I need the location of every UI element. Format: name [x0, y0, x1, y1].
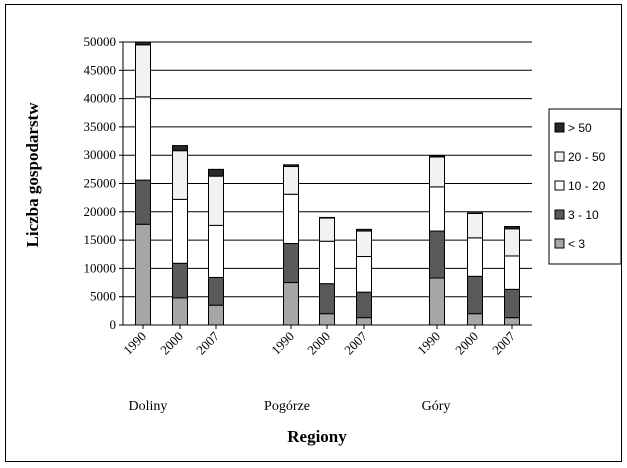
x-tick-label: 2000	[157, 329, 186, 358]
x-tick-label: 2000	[452, 329, 481, 358]
bar-segment	[209, 305, 224, 325]
bar-segment	[430, 231, 445, 278]
bar-segment	[320, 241, 335, 283]
bar-segment	[320, 314, 335, 325]
bar-segment	[320, 217, 335, 218]
legend-label: < 3	[568, 237, 585, 251]
bar-segment	[209, 176, 224, 225]
legend-label: 10 - 20	[568, 179, 606, 193]
y-axis-title: Liczba gospodarstw	[23, 102, 42, 248]
y-tick-label: 25000	[84, 176, 117, 191]
legend-label: > 50	[568, 121, 592, 135]
group-label: Pogórze	[264, 399, 310, 414]
legend-swatch	[555, 123, 564, 132]
y-tick-label: 45000	[84, 62, 117, 77]
y-tick-label: 5000	[90, 289, 116, 304]
y-tick-label: 10000	[84, 260, 117, 275]
y-tick-label: 40000	[84, 91, 117, 106]
bar-segment	[357, 229, 372, 231]
group-label: Góry	[422, 399, 451, 414]
bar-segment	[505, 318, 520, 325]
bar-segment	[209, 225, 224, 277]
bar-segment	[136, 180, 151, 224]
bar-segment	[284, 243, 299, 282]
x-axis-title: Regiony	[287, 427, 347, 446]
bar-segment	[468, 238, 483, 276]
bar-segment	[468, 314, 483, 325]
bar-segment	[284, 194, 299, 243]
bar-segment	[173, 151, 188, 200]
bar-segment	[505, 289, 520, 317]
legend-swatch	[555, 210, 564, 219]
bar-segment	[320, 218, 335, 241]
bar-segment	[209, 277, 224, 305]
bar-segment	[430, 278, 445, 325]
x-tick-label: 1990	[268, 329, 297, 358]
bar-segment	[430, 156, 445, 157]
x-tick-label: 2000	[304, 329, 333, 358]
bar-segment	[136, 97, 151, 180]
y-tick-label: 15000	[84, 232, 117, 247]
bar-segment	[505, 229, 520, 256]
bar-segment	[357, 292, 372, 317]
y-tick-label: 35000	[84, 119, 117, 134]
x-tick-label: 2007	[489, 328, 518, 357]
bar-segment	[173, 199, 188, 263]
group-label: Doliny	[129, 399, 168, 414]
bar-segment	[136, 224, 151, 325]
bar-segment	[284, 167, 299, 195]
y-tick-labels: 0 5000 10000 15000 20000 25000 30000 35000 40000…	[84, 34, 117, 332]
bar-segment	[505, 227, 520, 229]
group-labels: Doliny Pogórze Góry	[129, 399, 451, 414]
bar-segment	[284, 283, 299, 325]
legend-swatch	[555, 239, 564, 248]
bar-segment	[357, 231, 372, 256]
y-tick-label: 20000	[84, 204, 117, 219]
legend: > 50 20 - 50 10 - 20 3 - 10 < 3	[549, 109, 621, 264]
bar-segment	[209, 169, 224, 176]
legend-label: 20 - 50	[568, 150, 606, 164]
y-tick-label: 0	[110, 317, 117, 332]
x-tick-label: 1990	[120, 329, 149, 358]
legend-label: 3 - 10	[568, 208, 599, 222]
y-tick-label: 30000	[84, 147, 117, 162]
bar-segment	[468, 276, 483, 313]
bar-segment	[173, 263, 188, 298]
legend-swatch	[555, 152, 564, 161]
y-tick-label: 50000	[84, 34, 117, 49]
bar-segment	[136, 45, 151, 97]
bar-segment	[357, 257, 372, 293]
bar-segment	[173, 298, 188, 325]
bar-segment	[468, 213, 483, 214]
bar-segment	[468, 213, 483, 237]
x-tick-label: 1990	[414, 329, 443, 358]
legend-swatch	[555, 181, 564, 190]
x-tick-labels: 1990 2000 2007 1990 2000 2007 1990 2000 2007	[120, 328, 518, 357]
bar-segment	[136, 42, 151, 45]
bar-segment	[430, 157, 445, 187]
x-tick-label: 2007	[193, 328, 222, 357]
bar-segment	[284, 165, 299, 167]
bar-segment	[505, 256, 520, 289]
x-tick-label: 2007	[341, 328, 370, 357]
bar-segment	[357, 318, 372, 325]
bar-segment	[430, 187, 445, 231]
bar-segment	[173, 146, 188, 151]
bar-segment	[320, 284, 335, 314]
